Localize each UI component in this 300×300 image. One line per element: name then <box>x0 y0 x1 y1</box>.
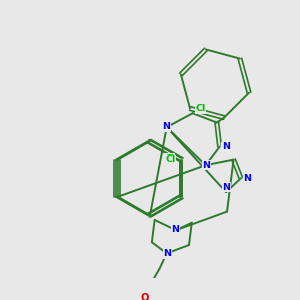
Text: O: O <box>141 293 149 300</box>
Text: N: N <box>222 142 230 151</box>
Text: N: N <box>243 174 251 183</box>
Text: N: N <box>163 249 171 258</box>
Text: N: N <box>222 183 230 192</box>
Text: Cl: Cl <box>196 104 206 113</box>
Text: N: N <box>171 225 179 234</box>
Text: N: N <box>202 161 210 170</box>
Text: Cl: Cl <box>165 155 176 164</box>
Text: Cl: Cl <box>165 154 175 163</box>
Text: N: N <box>162 122 170 131</box>
